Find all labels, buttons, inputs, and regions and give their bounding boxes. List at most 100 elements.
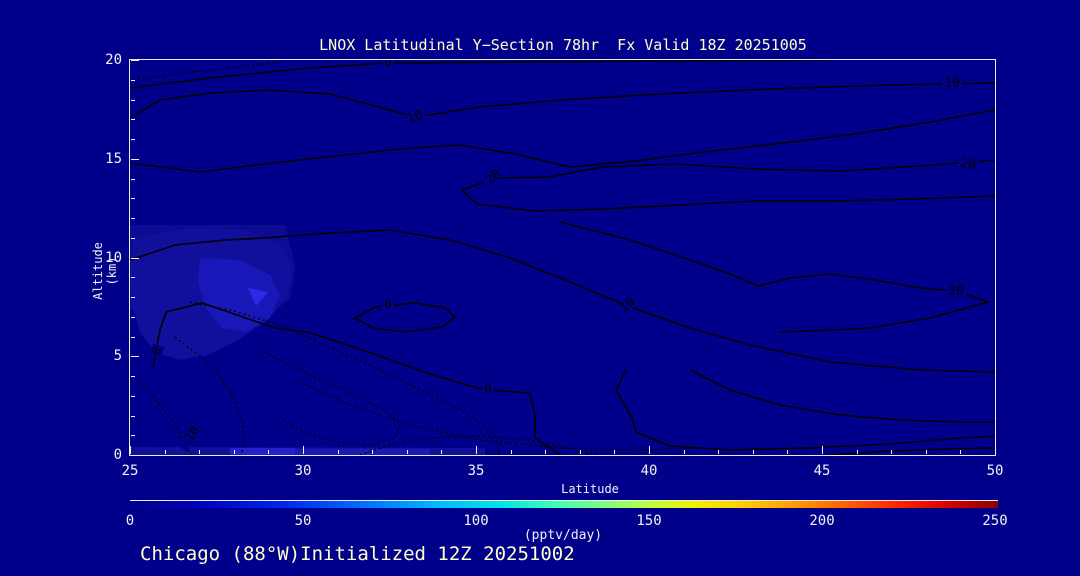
contour-line [130,109,995,173]
y-axis-title: Altitude (km) [91,242,119,300]
y-minor-tick [131,376,135,377]
y-minor-tick [131,337,135,338]
y-minor-tick [131,218,135,219]
y-major-tick [131,159,139,160]
run-info-text: Chicago (88°W)Initialized 12Z 20251002 [140,543,575,565]
negative-contour-line [299,381,701,451]
contour-label: 0 [484,382,492,397]
filled-region-surface-strip-mid [295,449,430,455]
negative-contour-line [259,349,401,446]
contour-label-bg [403,107,427,127]
x-tick-label: 40 [640,463,658,479]
x-axis-title: Latitude [561,482,619,496]
colorbar-tick-label: 250 [982,513,1008,529]
negative-contour-line [174,336,246,455]
x-major-tick [476,446,477,454]
x-tick-label: 25 [121,463,139,479]
x-minor-tick [580,450,581,454]
colorbar-tick-label: 100 [463,513,489,529]
x-minor-tick [407,450,408,454]
contour-label: 10 [617,295,638,316]
x-minor-tick [891,450,892,454]
colorbar-tick-label: 50 [294,513,312,529]
x-tick-label: 50 [986,463,1004,479]
filled-region-positive-cell-mid [198,258,280,332]
contour-label: 10 [405,108,425,127]
x-minor-tick [753,450,754,454]
contour-line [460,159,995,212]
x-major-tick [303,446,304,454]
x-minor-tick [614,450,615,454]
contour-line [152,302,561,455]
contour-label-bg [482,383,494,395]
x-major-tick [995,446,996,454]
x-minor-tick [268,450,269,454]
contour-line [130,82,995,119]
x-major-tick [649,446,650,454]
y-major-tick [131,455,139,456]
contour-line [559,221,991,333]
contour-line [615,369,995,451]
x-minor-tick [511,450,512,454]
y-major-tick [131,60,139,61]
x-minor-tick [338,450,339,454]
contour-label-bg [382,60,394,68]
plot-title: LNOX Latitudinal Y−Section 78hr Fx Valid… [319,36,807,54]
y-tick-label: 5 [113,348,122,365]
x-minor-tick [372,450,373,454]
x-minor-tick [545,450,546,454]
negative-contour-line [139,379,193,455]
contour-line [130,229,995,373]
y-minor-tick [131,277,135,278]
contour-label: 20 [483,167,505,189]
contour-label-bg [946,285,966,297]
x-minor-tick [199,450,200,454]
x-major-tick [130,446,131,454]
colorbar [130,500,998,508]
x-minor-tick [441,450,442,454]
y-minor-tick [131,100,135,101]
negative-contour-line [132,61,281,81]
y-major-tick [131,258,139,259]
contour-line [130,60,831,89]
y-minor-tick [131,317,135,318]
y-major-tick [131,356,139,357]
x-tick-label: 35 [467,463,485,479]
x-major-tick [822,446,823,454]
y-tick-label: 0 [113,447,122,463]
contour-label: 0 [384,60,392,70]
contour-label-bg [149,343,165,359]
y-minor-tick [131,198,135,199]
y-tick-label: 15 [105,150,122,167]
colorbar-unit-label: (pptv/day) [523,528,603,543]
contour-label-bg [481,165,505,189]
y-minor-tick [131,435,135,436]
y-minor-tick [131,238,135,239]
y-tick-label: 10 [105,249,122,266]
contour-line [689,369,995,423]
contour-line [353,302,457,333]
filled-region-surface-strip-bright [230,448,295,455]
contour-label-bg [382,299,394,311]
x-minor-tick [684,450,685,454]
contour-line [829,447,995,455]
colorbar-tick-label: 150 [636,513,662,529]
x-minor-tick [165,450,166,454]
y-tick-label: 20 [105,52,122,68]
y-minor-tick [131,179,135,180]
negative-contour-line [359,435,591,455]
x-minor-tick [718,450,719,454]
x-tick-label: 45 [813,463,831,479]
y-minor-tick [131,416,135,417]
filled-region-positive-cell-core [248,288,268,306]
y-minor-tick [131,119,135,120]
y-minor-tick [131,139,135,140]
plot-frame: 0 10 10 20 20 10 20 0 0 0 -10 [129,59,996,456]
x-minor-tick [857,450,858,454]
x-tick-label: 30 [294,463,312,479]
contour-label-bg [615,294,639,316]
colorbar-tick-label: 200 [809,513,835,529]
contour-label-bg [957,156,979,172]
